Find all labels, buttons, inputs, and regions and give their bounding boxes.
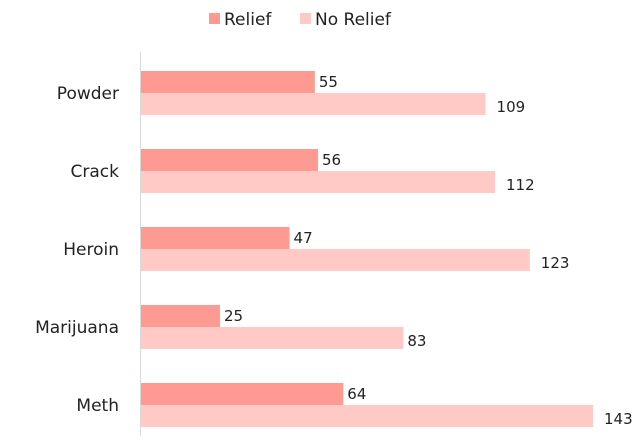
category-label-meth: Meth [76,396,119,416]
bar-no-relief-crack [141,171,496,193]
legend-swatch-no-relief [300,13,311,24]
bar-relief-crack [141,149,319,171]
legend-label-no-relief: No Relief [315,10,392,30]
bar-no-relief-powder [141,93,486,115]
bars-group [141,71,593,427]
category-label-crack: Crack [71,162,120,182]
value-label-no-relief-heroin: 123 [541,254,570,272]
bar-no-relief-marijuana [141,327,404,349]
bar-relief-meth [141,383,344,405]
value-label-relief-heroin: 47 [294,229,313,247]
value-label-relief-meth: 64 [347,385,366,403]
value-label-relief-powder: 55 [319,73,338,91]
category-label-powder: Powder [57,84,119,104]
value-label-no-relief-marijuana: 83 [407,332,426,350]
category-label-heroin: Heroin [63,240,119,260]
data-labels-group: 55 109 56 112 47 123 25 83 64 143 [224,73,632,428]
value-label-no-relief-powder: 109 [497,98,526,116]
bar-no-relief-meth [141,405,593,427]
legend-swatch-relief [209,13,220,24]
bar-relief-marijuana [141,305,221,327]
legend: Relief No Relief [209,10,392,30]
value-label-no-relief-meth: 143 [604,410,632,428]
value-label-no-relief-crack: 112 [506,176,535,194]
legend-label-relief: Relief [224,10,272,30]
value-label-relief-marijuana: 25 [224,307,243,325]
bar-relief-heroin [141,227,290,249]
category-label-marijuana: Marijuana [35,318,119,338]
category-labels-group: Powder Crack Heroin Marijuana Meth [35,84,119,416]
value-label-relief-crack: 56 [322,151,341,169]
bar-no-relief-heroin [141,249,530,271]
bar-relief-powder [141,71,315,93]
